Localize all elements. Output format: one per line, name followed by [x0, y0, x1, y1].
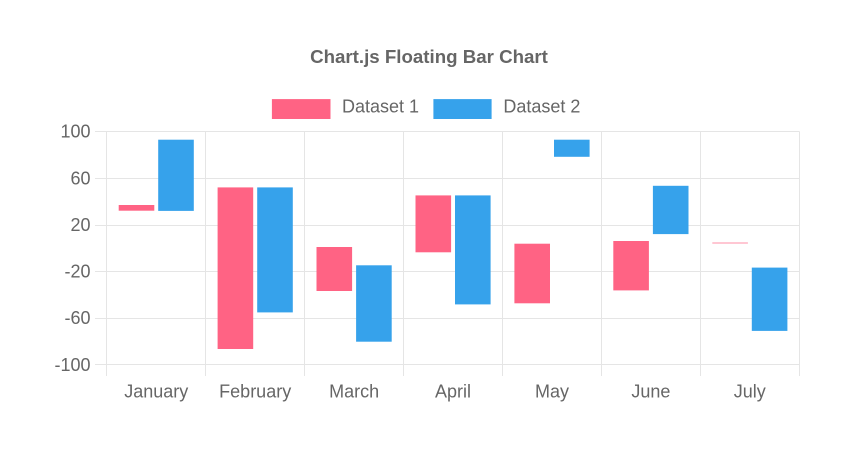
svg-text:20: 20	[70, 215, 90, 235]
svg-text:July: July	[734, 381, 766, 401]
svg-text:-60: -60	[64, 308, 90, 328]
svg-text:60: 60	[70, 169, 90, 189]
svg-text:-100: -100	[54, 355, 90, 375]
svg-text:April: April	[435, 381, 471, 401]
svg-text:-20: -20	[64, 262, 90, 282]
svg-text:March: March	[329, 381, 379, 401]
svg-text:May: May	[535, 381, 569, 401]
svg-text:Dataset 2: Dataset 2	[503, 97, 580, 117]
svg-text:February: February	[219, 381, 291, 401]
svg-text:January: January	[124, 381, 188, 401]
svg-text:June: June	[631, 381, 670, 401]
svg-text:Dataset 1: Dataset 1	[342, 97, 419, 117]
svg-text:100: 100	[60, 122, 90, 142]
svg-text:Chart.js Floating Bar Chart: Chart.js Floating Bar Chart	[310, 46, 548, 67]
